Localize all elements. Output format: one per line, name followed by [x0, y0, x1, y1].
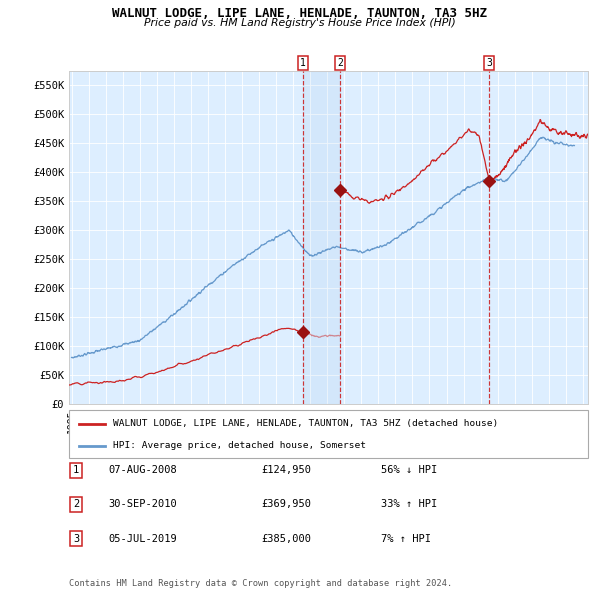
FancyBboxPatch shape: [69, 410, 588, 458]
Text: 1: 1: [73, 466, 79, 475]
Text: HPI: Average price, detached house, Somerset: HPI: Average price, detached house, Some…: [113, 441, 366, 450]
Text: Price paid vs. HM Land Registry's House Price Index (HPI): Price paid vs. HM Land Registry's House …: [144, 18, 456, 28]
Text: £124,950: £124,950: [261, 466, 311, 475]
Text: Contains HM Land Registry data © Crown copyright and database right 2024.: Contains HM Land Registry data © Crown c…: [69, 579, 452, 588]
Text: WALNUT LODGE, LIPE LANE, HENLADE, TAUNTON, TA3 5HZ (detached house): WALNUT LODGE, LIPE LANE, HENLADE, TAUNTO…: [113, 419, 499, 428]
Text: 7% ↑ HPI: 7% ↑ HPI: [381, 534, 431, 543]
Text: 07-AUG-2008: 07-AUG-2008: [108, 466, 177, 475]
Text: WALNUT LODGE, LIPE LANE, HENLADE, TAUNTON, TA3 5HZ: WALNUT LODGE, LIPE LANE, HENLADE, TAUNTO…: [113, 7, 487, 20]
Text: 1: 1: [300, 58, 306, 68]
Text: 33% ↑ HPI: 33% ↑ HPI: [381, 500, 437, 509]
Bar: [303, 71, 340, 404]
Text: £385,000: £385,000: [261, 534, 311, 543]
Text: 2: 2: [337, 58, 343, 68]
Text: £369,950: £369,950: [261, 500, 311, 509]
Text: 2: 2: [73, 500, 79, 509]
Text: 05-JUL-2019: 05-JUL-2019: [108, 534, 177, 543]
Text: 3: 3: [486, 58, 492, 68]
Text: 56% ↓ HPI: 56% ↓ HPI: [381, 466, 437, 475]
Text: 3: 3: [73, 534, 79, 543]
Text: 30-SEP-2010: 30-SEP-2010: [108, 500, 177, 509]
